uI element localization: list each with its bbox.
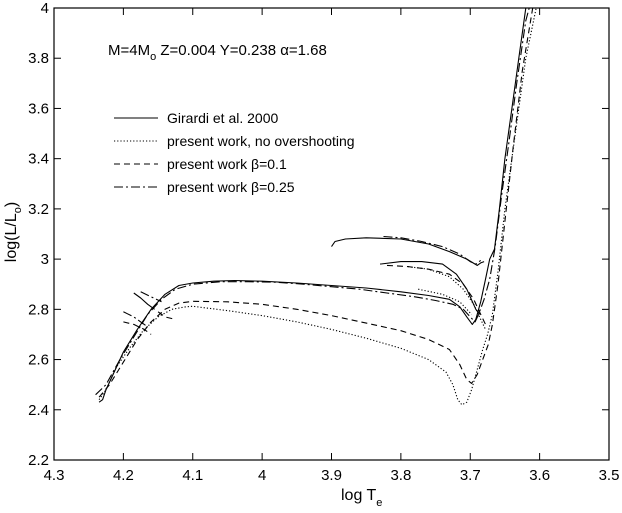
- x-tick-label: 3.9: [321, 467, 342, 484]
- evolutionary-tracks: [95, 8, 537, 406]
- x-tick-label: 4: [258, 467, 266, 484]
- track-line-dotted: [407, 266, 486, 330]
- track-line-dashdot: [123, 311, 149, 328]
- series-dashed: [98, 8, 534, 398]
- y-tick-label: 2.6: [28, 352, 49, 369]
- track-line-dashdot: [95, 8, 530, 396]
- y-axis-title-subscript: o: [12, 207, 24, 213]
- track-line-solid: [331, 237, 485, 266]
- track-line-dashdot: [383, 235, 482, 265]
- legend-label: present work β=0.1: [167, 156, 287, 172]
- annotation-text: =1.68: [289, 42, 327, 59]
- y-tick-label: 3: [41, 251, 49, 268]
- series-dashdot: [95, 8, 530, 396]
- track-line-solid: [380, 261, 481, 315]
- y-axis-title: log(L/Lo): [3, 202, 24, 262]
- series-solid: [98, 8, 527, 403]
- y-axis-title-main: log(L/L: [3, 213, 20, 262]
- annotation-text: Z=0.004 Y=0.238: [156, 42, 280, 59]
- track-line-dashed: [386, 264, 486, 325]
- track-line-dotted: [98, 8, 537, 406]
- track-line-solid: [133, 292, 155, 310]
- y-tick-label: 2.4: [28, 402, 49, 419]
- x-tick-label: 3.8: [390, 467, 411, 484]
- track-line-dashdot: [140, 291, 162, 303]
- y-tick-label: 2.8: [28, 301, 49, 318]
- plot-frame: [53, 7, 610, 461]
- y-tick-labels: 2.2 2.4 2.6 2.8 3 3.2 3.4 3.6 3.8 4: [28, 0, 49, 469]
- x-axis-title: log Te: [341, 487, 382, 509]
- track-line-solid: [98, 8, 527, 403]
- track-line-dashed: [157, 311, 176, 320]
- x-tick-label: 3.6: [529, 467, 550, 484]
- legend: Girardi et al. 2000 present work, no over…: [114, 110, 355, 195]
- y-tick-label: 3.2: [28, 201, 49, 218]
- annotation-text: M=4M: [108, 42, 150, 59]
- x-tick-label: 4.3: [44, 467, 65, 484]
- x-axis-title-main: log T: [341, 487, 377, 504]
- legend-label: present work, no overshooting: [167, 133, 355, 149]
- track-line-dashed: [123, 321, 152, 335]
- x-tick-label: 3.7: [460, 467, 481, 484]
- annotation-text: α: [280, 42, 289, 59]
- x-tick-labels: 4.3 4.2 4.1 4 3.9 3.8 3.7 3.6 3.5: [44, 467, 620, 484]
- annotation-subscript: o: [150, 51, 156, 63]
- x-tick-label: 3.5: [599, 467, 620, 484]
- axis-ticks: [53, 7, 610, 461]
- series-dotted: [98, 8, 537, 406]
- y-tick-label: 3.6: [28, 100, 49, 117]
- y-tick-label: 3.4: [28, 151, 49, 168]
- legend-label: present work β=0.25: [167, 179, 295, 195]
- track-line-dotted: [418, 288, 473, 315]
- y-axis-title-close: ): [3, 202, 20, 207]
- x-tick-label: 4.1: [182, 467, 203, 484]
- x-axis-title-subscript: e: [376, 497, 382, 509]
- legend-label: Girardi et al. 2000: [167, 110, 278, 126]
- y-tick-label: 3.8: [28, 50, 49, 67]
- track-line-dashed: [98, 8, 534, 398]
- model-parameters-annotation: M=4Mo Z=0.004 Y=0.238 α=1.68: [108, 42, 327, 63]
- y-tick-label: 4: [41, 0, 49, 17]
- x-tick-label: 4.2: [113, 467, 134, 484]
- y-tick-label: 2.2: [28, 452, 49, 469]
